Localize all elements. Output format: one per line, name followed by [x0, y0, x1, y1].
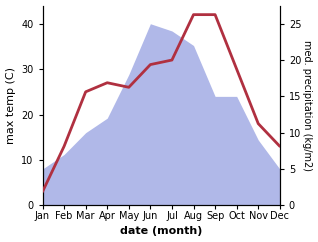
X-axis label: date (month): date (month): [120, 227, 202, 236]
Y-axis label: med. precipitation (kg/m2): med. precipitation (kg/m2): [302, 40, 313, 171]
Y-axis label: max temp (C): max temp (C): [5, 67, 16, 144]
